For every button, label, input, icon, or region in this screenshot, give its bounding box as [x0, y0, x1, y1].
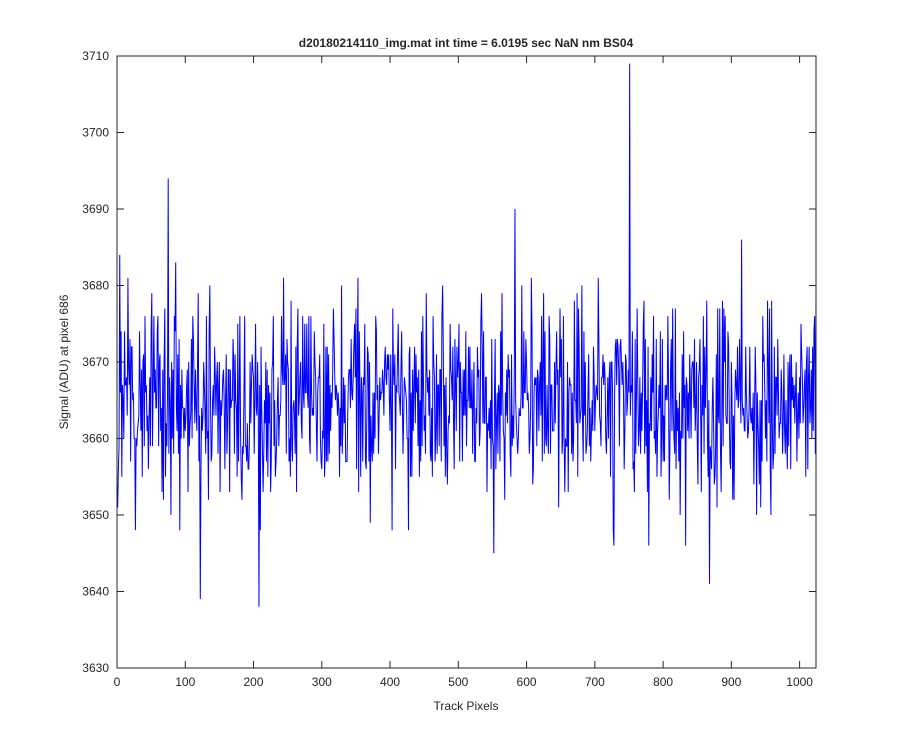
x-tick-label: 300 — [312, 675, 332, 689]
x-tick-label: 400 — [380, 675, 400, 689]
chart-title: d20180214110_img.mat int time = 6.0195 s… — [299, 36, 634, 50]
x-tick-label: 100 — [175, 675, 195, 689]
y-tick-label: 3660 — [82, 432, 109, 446]
x-tick-label: 0 — [114, 675, 121, 689]
x-tick-label: 200 — [244, 675, 264, 689]
x-tick-label: 700 — [585, 675, 605, 689]
y-tick-label: 3650 — [82, 508, 109, 522]
y-tick-label: 3700 — [82, 126, 109, 140]
y-ticks: 3630 3640 3650 3660 3670 3680 3690 3700 3710 — [82, 49, 816, 675]
x-ticks: 0 100 200 300 400 500 600 700 800 900 1000 — [114, 56, 813, 689]
x-tick-label: 600 — [517, 675, 537, 689]
x-tick-label: 900 — [721, 675, 741, 689]
x-tick-label: 800 — [653, 675, 673, 689]
y-tick-label: 3690 — [82, 202, 109, 216]
signal-series-line — [117, 63, 817, 607]
x-tick-label: 500 — [448, 675, 468, 689]
y-tick-label: 3670 — [82, 355, 109, 369]
x-tick-label: 1000 — [786, 675, 813, 689]
x-axis-label: Track Pixels — [434, 699, 499, 713]
series-layer — [117, 63, 817, 607]
y-tick-label: 3630 — [82, 661, 109, 675]
y-tick-label: 3680 — [82, 279, 109, 293]
y-axis-label: Signal (ADU) at pixel 686 — [57, 294, 71, 429]
y-tick-label: 3640 — [82, 585, 109, 599]
y-tick-label: 3710 — [82, 49, 109, 63]
